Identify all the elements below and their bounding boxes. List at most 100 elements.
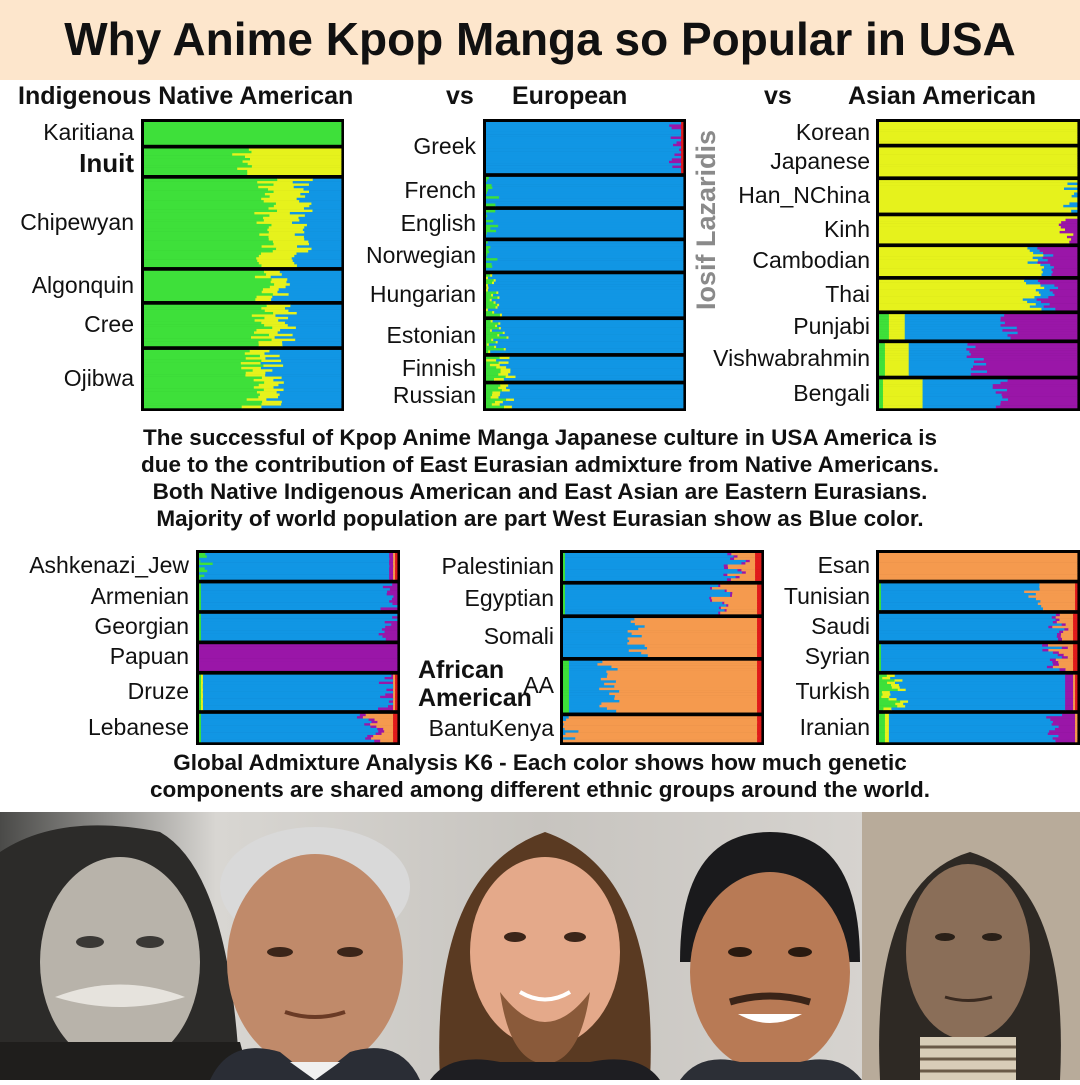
admixture-segment-yellow xyxy=(486,289,489,292)
admixture-segment-blue xyxy=(1035,303,1051,306)
admixture-segment-blue xyxy=(493,338,684,342)
admixture-segment-green xyxy=(199,628,202,631)
group-label-norwegian: Norwegian xyxy=(366,241,476,268)
admixture-segment-yellow xyxy=(884,360,910,364)
admixture-segment-orange xyxy=(601,702,758,706)
admixture-segment-blue xyxy=(304,238,342,241)
admixture-segment-green xyxy=(199,734,202,738)
admixture-segment-green xyxy=(199,633,202,636)
admixture-segment-yellow xyxy=(879,147,1078,151)
admixture-segment-blue xyxy=(486,160,670,164)
caption-middle-line-1: The successful of Kpop Anime Manga Japan… xyxy=(143,425,937,450)
admixture-segment-red xyxy=(681,163,684,166)
caption-middle-line-2: due to the contribution of East Eurasian… xyxy=(140,452,940,477)
admixture-segment-purple xyxy=(679,148,682,152)
admixture-segment-blue xyxy=(300,192,342,196)
admixture-segment-green xyxy=(199,605,202,608)
admixture-segment-purple xyxy=(374,739,381,743)
caption-bottom: Global Admixture Analysis K6 - Each colo… xyxy=(0,749,1080,803)
admixture-segment-green xyxy=(144,319,255,322)
admixture-segment-green xyxy=(199,739,202,743)
admixture-segment-green xyxy=(879,384,884,387)
admixture-segment-orange xyxy=(362,716,394,719)
admixture-segment-yellow xyxy=(879,131,1078,135)
admixture-segment-green xyxy=(879,727,886,731)
admixture-segment-purple xyxy=(1052,661,1059,664)
admixture-segment-green xyxy=(486,296,498,300)
admixture-segment-purple xyxy=(1001,393,1078,397)
admixture-segment-yellow xyxy=(272,250,309,253)
admixture-segment-orange xyxy=(384,730,394,733)
admixture-segment-purple xyxy=(1046,665,1054,669)
admixture-segment-green xyxy=(879,663,882,667)
portrait-4 xyxy=(680,832,862,1080)
admixture-group-chipewyan xyxy=(144,178,342,268)
admixture-segment-green xyxy=(486,386,499,390)
admixture-segment-blue xyxy=(500,391,684,395)
admixture-segment-yellow xyxy=(505,375,516,379)
admixture-segment-orange xyxy=(731,553,756,556)
admixture-segment-blue xyxy=(1071,194,1078,198)
admixture-segment-yellow xyxy=(879,247,1028,250)
group-label-french: French xyxy=(404,177,476,204)
admixture-segment-red xyxy=(755,564,762,568)
admixture-segment-blue xyxy=(202,679,394,682)
admixture-segment-green xyxy=(144,178,278,182)
admixture-segment-blue xyxy=(879,635,1058,639)
admixture-segment-yellow xyxy=(494,345,497,349)
admixture-segment-green xyxy=(879,725,886,729)
admixture-segment-purple xyxy=(391,674,394,678)
admixture-group-finnish xyxy=(486,356,684,381)
admixture-segment-green xyxy=(144,288,264,292)
admixture-segment-blue xyxy=(495,279,684,282)
admixture-segment-green xyxy=(486,196,500,199)
admixture-segment-blue xyxy=(491,329,684,333)
admixture-segment-purple xyxy=(967,343,1078,346)
admixture-segment-green xyxy=(486,188,489,192)
admixture-segment-red xyxy=(393,725,398,729)
admixture-segment-blue xyxy=(498,224,684,228)
admixture-segment-green xyxy=(563,576,566,579)
admixture-segment-yellow xyxy=(264,324,289,327)
admixture-segment-blue xyxy=(200,730,379,733)
admixture-segment-yellow xyxy=(256,221,293,225)
admixture-segment-blue xyxy=(568,672,608,676)
admixture-segment-blue xyxy=(486,181,684,185)
admixture-segment-red xyxy=(757,594,762,598)
admixture-segment-blue xyxy=(309,242,342,246)
admixture-segment-orange xyxy=(745,562,756,565)
admixture-segment-blue xyxy=(1022,298,1038,302)
admixture-segment-blue xyxy=(905,688,1066,692)
admixture-segment-purple xyxy=(389,560,394,563)
admixture-segment-orange xyxy=(565,732,758,736)
admixture-segment-blue xyxy=(486,193,684,197)
admixture-segment-yellow xyxy=(879,249,1031,253)
admixture-segment-green xyxy=(486,322,499,326)
admixture-segment-yellow xyxy=(882,381,923,385)
admixture-segment-red xyxy=(1075,593,1078,596)
admixture-segment-red xyxy=(757,734,762,738)
admixture-segment-red xyxy=(1075,600,1078,603)
admixture-segment-blue xyxy=(1044,286,1059,290)
caption-middle: The successful of Kpop Anime Manga Japan… xyxy=(0,424,1080,532)
admixture-segment-blue xyxy=(888,723,1053,726)
admixture-segment-blue xyxy=(908,343,968,346)
admixture-segment-purple xyxy=(1058,286,1078,290)
admixture-segment-blue xyxy=(288,293,342,297)
admixture-segment-yellow xyxy=(498,373,509,376)
admixture-segment-blue xyxy=(1040,284,1055,288)
admixture-segment-blue xyxy=(202,705,389,708)
admixture-segment-green xyxy=(879,367,886,371)
admixture-segment-purple xyxy=(1051,268,1078,272)
admixture-segment-orange xyxy=(644,625,758,629)
admixture-segment-green xyxy=(199,618,202,622)
admixture-segment-red xyxy=(681,131,684,135)
admixture-segment-red xyxy=(757,618,762,621)
admixture-segment-yellow xyxy=(882,391,923,394)
admixture-segment-green xyxy=(879,372,886,376)
admixture-segment-blue xyxy=(200,718,369,722)
admixture-segment-blue xyxy=(922,405,997,409)
admixture-segment-blue xyxy=(1029,305,1045,309)
admixture-segment-blue xyxy=(1064,187,1078,191)
admixture-group-cambodian xyxy=(879,247,1078,277)
